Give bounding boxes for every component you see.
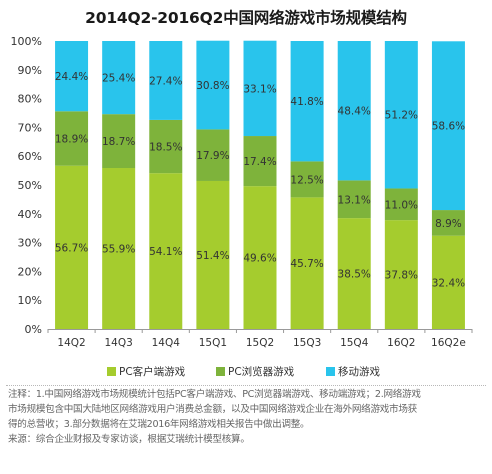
notes-line-3: 得的总营收；3.部分数据将在艾瑞2016年网络游戏相关报告中做出调整。 (8, 419, 310, 430)
data-label: 18.7% (102, 136, 135, 148)
legend-swatch-mobile (326, 366, 335, 376)
bar-segment (149, 119, 183, 174)
bar-segment (55, 41, 89, 112)
bar-segment (243, 186, 277, 329)
data-label: 49.6% (243, 253, 276, 265)
bar-segment (337, 218, 371, 329)
legend-item-pc-browser: PC浏览器游戏 (216, 363, 294, 379)
x-tick-label: 14Q4 (152, 337, 181, 349)
bar-segment (337, 41, 371, 181)
data-label: 18.9% (55, 133, 88, 145)
legend-label-mobile: 移动游戏 (338, 365, 380, 378)
bar-segment (196, 40, 230, 130)
bar-segment (149, 173, 183, 329)
data-label: 56.7% (55, 242, 88, 254)
data-label: 18.5% (149, 142, 182, 154)
notes-line-2: 市场规模包含中国大陆地区网络游戏用户消费总金额，以及中国网络游戏企业在海外网络游… (8, 404, 417, 415)
bars: 56.7% 18.9% 24.4% 55.9% 18.7% 25.4% 54.1% 18.5%… (55, 40, 465, 329)
legend-item-mobile: 移动游戏 (326, 363, 380, 379)
notes-line-1: 注释：1.中国网络游戏市场规模统计包括PC客户端游戏、PC浏览器端游戏、移动端游… (8, 389, 421, 400)
notes: 注释：1.中国网络游戏市场规模统计包括PC客户端游戏、PC浏览器端游戏、移动端游… (8, 387, 486, 447)
data-label: 33.1% (243, 83, 276, 95)
x-tick-label: 15Q4 (340, 337, 369, 349)
y-tick-label: 50% (18, 179, 42, 192)
x-tick-label: 14Q2 (57, 337, 85, 349)
data-label: 41.8% (290, 96, 323, 108)
data-label: 48.4% (338, 106, 371, 118)
x-tick-label: 14Q3 (105, 337, 133, 349)
bar-segment (384, 220, 418, 329)
bar-segment (55, 111, 89, 166)
x-tick-label: 16Q2e (431, 337, 466, 349)
bar-segment (55, 165, 89, 329)
y-tick-label: 40% (18, 208, 42, 221)
x-tick-label: 15Q1 (199, 337, 227, 349)
bar-segment (290, 197, 324, 329)
data-label: 32.4% (432, 277, 465, 289)
chart-title: 2014Q2-2016Q2中国网络游戏市场规模结构 (85, 9, 407, 27)
x-axis: 14Q2 14Q3 14Q4 15Q1 15Q2 15Q3 15Q4 16Q2 16Q2e (47, 329, 473, 349)
bar-segment (102, 168, 136, 329)
y-tick-label: 0% (25, 323, 42, 336)
bar-segment (196, 180, 230, 329)
y-tick-label: 70% (18, 121, 42, 134)
y-tick-label: 60% (18, 150, 42, 163)
data-label: 30.8% (196, 80, 229, 92)
x-tick-label: 15Q2 (246, 337, 274, 349)
data-label: 38.5% (338, 269, 371, 281)
legend-item-pc-client: PC客户端游戏 (107, 363, 185, 379)
data-label: 13.1% (338, 194, 371, 206)
legend-swatch-pc-browser (216, 366, 225, 376)
data-label: 58.6% (432, 121, 465, 133)
data-label: 24.4% (55, 71, 88, 83)
data-label: 8.9% (435, 218, 462, 230)
data-label: 17.9% (196, 150, 229, 162)
data-label: 51.4% (196, 250, 229, 262)
bar-segment (243, 40, 277, 137)
y-tick-label: 10% (18, 294, 42, 307)
bar-segment (102, 41, 136, 115)
data-label: 37.8% (385, 270, 418, 282)
bar-segment (384, 41, 418, 189)
legend-label-pc-browser: PC浏览器游戏 (228, 365, 295, 378)
y-tick-label: 80% (18, 93, 42, 106)
bar-segment (431, 210, 465, 236)
bar-segment (243, 136, 277, 187)
bar-segment (431, 41, 465, 211)
bar-segment (149, 41, 183, 120)
x-tick-label: 15Q3 (293, 337, 321, 349)
y-tick-label: 100% (11, 35, 42, 48)
y-tick-label: 30% (18, 237, 42, 250)
data-label: 27.4% (149, 75, 182, 87)
data-label: 55.9% (102, 244, 135, 256)
bar-segment (431, 235, 465, 329)
legend-label-pc-client: PC客户端游戏 (119, 365, 186, 378)
bar-segment (290, 161, 324, 198)
y-axis: 0% 10% 20% 30% 40% 50% 60% 70% 80% 90% 100% (11, 35, 42, 336)
data-label: 25.4% (102, 73, 135, 85)
y-tick-label: 20% (18, 265, 42, 278)
bar-segment (102, 114, 136, 169)
data-label: 11.0% (385, 199, 418, 211)
data-label: 54.1% (149, 246, 182, 258)
data-label: 45.7% (290, 258, 323, 270)
y-tick-label: 90% (18, 64, 42, 77)
bar-segment (337, 180, 371, 219)
data-label: 51.2% (385, 110, 418, 122)
bar-segment (196, 129, 230, 181)
bar-segment (290, 41, 324, 162)
legend-swatch-pc-client (107, 366, 116, 376)
legend: PC客户端游戏 PC浏览器游戏 移动游戏 (0, 363, 492, 379)
data-label: 12.5% (290, 174, 323, 186)
x-tick-label: 16Q2 (387, 337, 415, 349)
source-line: 来源：综合企业财报及专家访谈，根据艾瑞统计模型核算。 (8, 434, 250, 445)
notes-divider (6, 385, 486, 386)
data-label: 17.4% (243, 156, 276, 168)
bar-segment (384, 188, 418, 221)
